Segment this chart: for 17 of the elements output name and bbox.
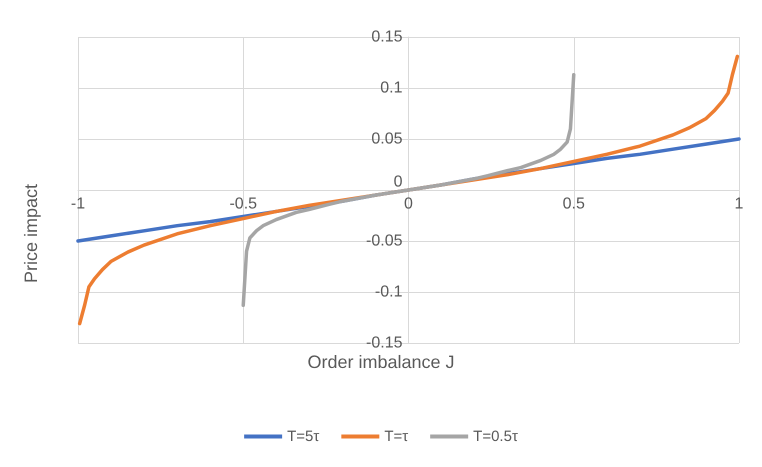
legend-label: T=0.5τ [473,428,518,445]
x-axis-title: Order imbalance J [307,352,455,372]
y-tick-label: -0.15 [366,334,403,352]
y-tick-label: 0.1 [380,80,403,96]
legend-label: T=τ [384,428,408,445]
legend-label: T=5τ [287,428,320,445]
y-tick-label: 0.15 [371,28,403,46]
x-tick-label: 1 [734,196,744,212]
x-tick-label: -1 [70,196,86,212]
y-tick-label: -0.05 [366,232,403,250]
x-tick-label: 0 [404,196,414,212]
y-tick-label: -0.1 [374,284,403,300]
y-tick-label: 0 [394,174,403,190]
y-tick-label: 0.05 [371,130,403,148]
x-tick-label: 0.5 [562,196,585,212]
x-tick-label: -0.5 [229,196,258,212]
y-axis-title: Price impact [21,184,41,284]
